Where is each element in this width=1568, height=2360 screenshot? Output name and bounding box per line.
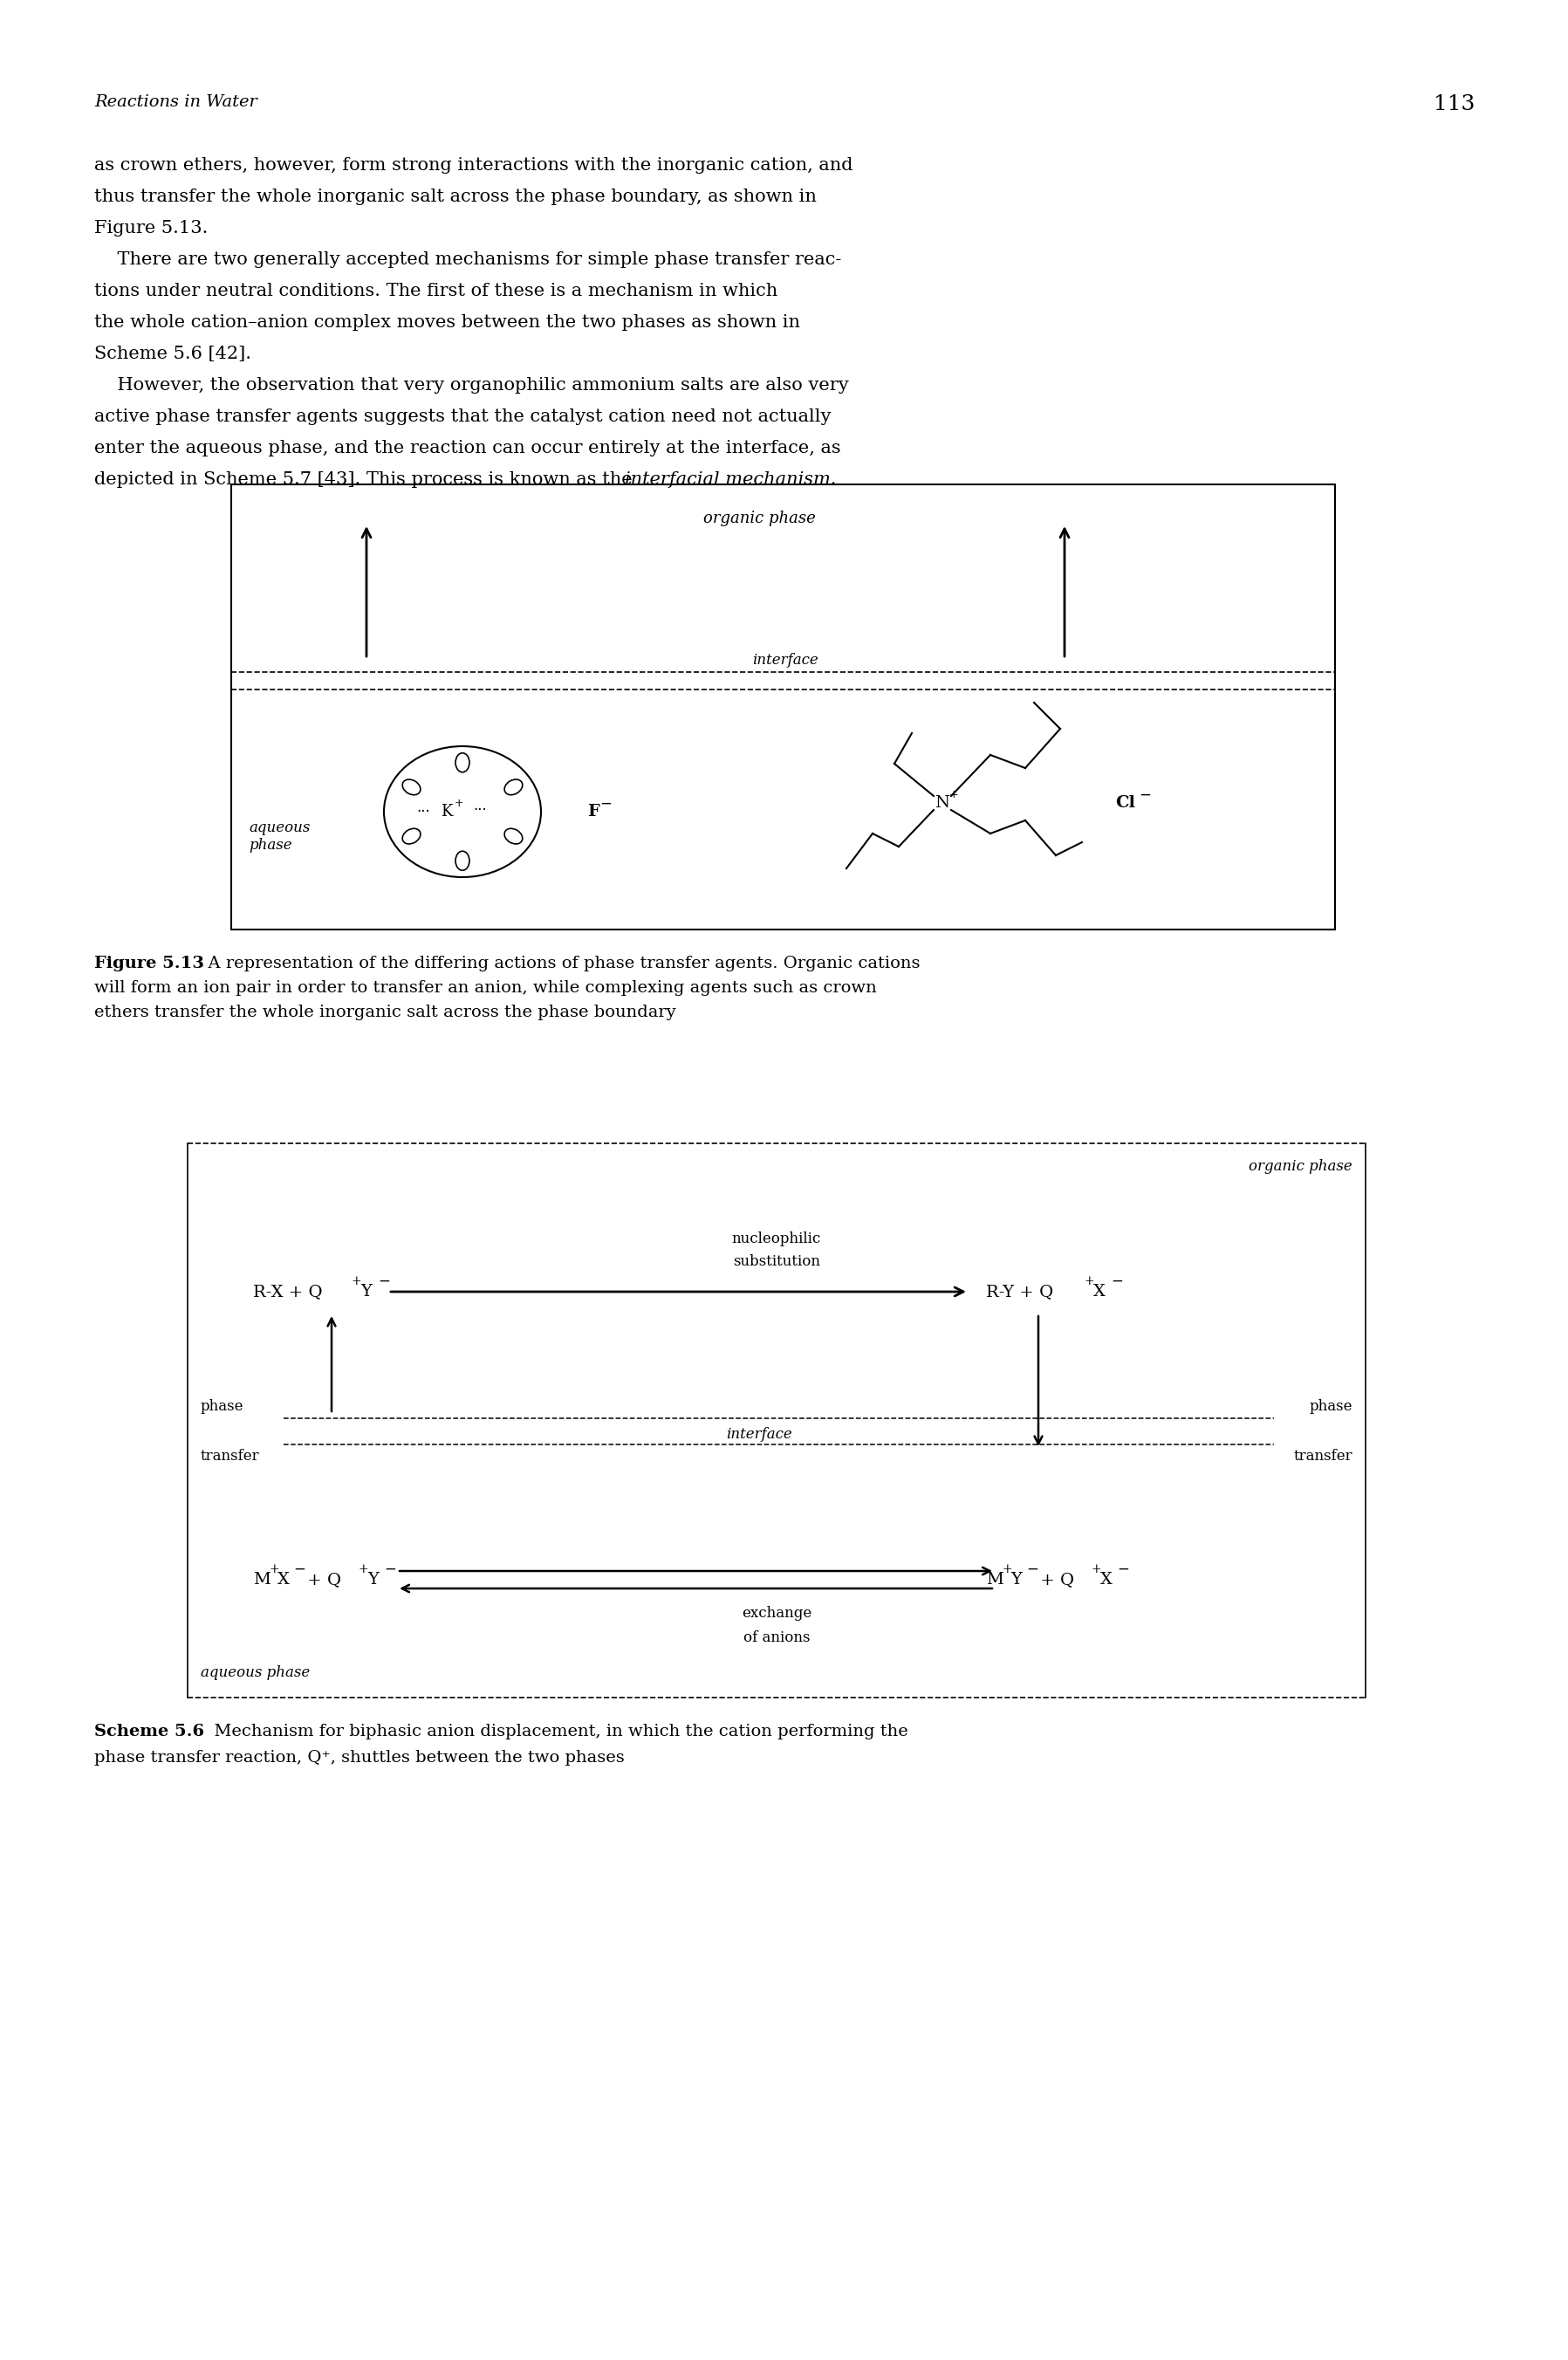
Text: −: − xyxy=(1138,788,1151,802)
Text: R-X + Q: R-X + Q xyxy=(252,1284,323,1300)
Text: interface: interface xyxy=(753,654,818,668)
Text: +: + xyxy=(455,798,464,809)
Text: +: + xyxy=(358,1562,368,1576)
Text: phase transfer reaction, Q⁺, shuttles between the two phases: phase transfer reaction, Q⁺, shuttles be… xyxy=(94,1749,624,1765)
Text: of anions: of anions xyxy=(743,1631,811,1645)
Text: There are two generally accepted mechanisms for simple phase transfer reac-: There are two generally accepted mechani… xyxy=(94,253,842,269)
Text: Scheme 5.6 [42].: Scheme 5.6 [42]. xyxy=(94,345,251,361)
Text: Figure 5.13.: Figure 5.13. xyxy=(94,219,209,236)
Text: Mechanism for biphasic anion displacement, in which the cation performing the: Mechanism for biphasic anion displacemen… xyxy=(204,1723,908,1739)
Text: −: − xyxy=(1110,1274,1123,1289)
Text: However, the observation that very organophilic ammonium salts are also very: However, the observation that very organ… xyxy=(94,378,848,394)
Text: exchange: exchange xyxy=(742,1605,812,1621)
Text: active phase transfer agents suggests that the catalyst cation need not actually: active phase transfer agents suggests th… xyxy=(94,408,831,425)
Text: +: + xyxy=(949,788,958,800)
Text: −: − xyxy=(378,1274,390,1289)
Text: phase: phase xyxy=(201,1399,245,1414)
Text: will form an ion pair in order to transfer an anion, while complexing agents suc: will form an ion pair in order to transf… xyxy=(94,979,877,996)
Text: + Q: + Q xyxy=(303,1572,342,1588)
Text: 113: 113 xyxy=(1433,94,1474,113)
Text: Cl: Cl xyxy=(1115,795,1135,812)
Text: ···: ··· xyxy=(474,802,486,819)
Text: Y: Y xyxy=(1010,1572,1022,1588)
Text: Y: Y xyxy=(361,1284,372,1300)
Text: F: F xyxy=(588,805,599,819)
Text: interfacial mechanism.: interfacial mechanism. xyxy=(624,472,836,489)
Text: +: + xyxy=(1091,1562,1101,1576)
Bar xyxy=(230,484,1334,930)
Text: X: X xyxy=(1093,1284,1105,1300)
Text: tions under neutral conditions. The first of these is a mechanism in which: tions under neutral conditions. The firs… xyxy=(94,283,778,300)
Text: −: − xyxy=(1116,1562,1129,1576)
Text: ···: ··· xyxy=(417,805,430,819)
Text: +: + xyxy=(1083,1274,1094,1286)
Text: +: + xyxy=(268,1562,279,1576)
Text: phase: phase xyxy=(1309,1399,1353,1414)
Text: transfer: transfer xyxy=(201,1449,260,1463)
Text: enter the aqueous phase, and the reaction can occur entirely at the interface, a: enter the aqueous phase, and the reactio… xyxy=(94,439,840,455)
Text: K: K xyxy=(441,805,453,819)
Text: −: − xyxy=(384,1562,397,1576)
Text: X: X xyxy=(278,1572,290,1588)
Text: interface: interface xyxy=(726,1425,792,1442)
Text: −: − xyxy=(293,1562,306,1576)
Text: nucleophilic: nucleophilic xyxy=(732,1232,822,1246)
Text: M: M xyxy=(986,1572,1004,1588)
Text: ethers transfer the whole inorganic salt across the phase boundary: ethers transfer the whole inorganic salt… xyxy=(94,1005,676,1020)
Text: as crown ethers, however, form strong interactions with the inorganic cation, an: as crown ethers, however, form strong in… xyxy=(94,158,853,175)
Text: −: − xyxy=(1025,1562,1038,1576)
Text: transfer: transfer xyxy=(1294,1449,1353,1463)
Text: R-Y + Q: R-Y + Q xyxy=(986,1284,1054,1300)
Text: aqueous
phase: aqueous phase xyxy=(249,821,310,852)
Text: X: X xyxy=(1101,1572,1112,1588)
Text: substitution: substitution xyxy=(732,1253,820,1270)
Text: organic phase: organic phase xyxy=(702,510,815,526)
Text: Reactions in Water: Reactions in Water xyxy=(94,94,257,111)
Text: +: + xyxy=(351,1274,361,1286)
Text: aqueous phase: aqueous phase xyxy=(201,1666,310,1680)
Text: Y: Y xyxy=(367,1572,378,1588)
Text: A representation of the differing actions of phase transfer agents. Organic cati: A representation of the differing action… xyxy=(198,956,920,972)
Text: N: N xyxy=(935,795,950,812)
Text: the whole cation–anion complex moves between the two phases as shown in: the whole cation–anion complex moves bet… xyxy=(94,314,800,330)
Text: depicted in Scheme 5.7 [43]. This process is known as the: depicted in Scheme 5.7 [43]. This proces… xyxy=(94,472,638,489)
Text: + Q: + Q xyxy=(1035,1572,1074,1588)
Text: −: − xyxy=(599,795,612,812)
Text: organic phase: organic phase xyxy=(1248,1159,1353,1173)
Text: M: M xyxy=(252,1572,270,1588)
Text: Figure 5.13: Figure 5.13 xyxy=(94,956,204,972)
Text: Scheme 5.6: Scheme 5.6 xyxy=(94,1723,204,1739)
Text: +: + xyxy=(1002,1562,1011,1576)
Text: thus transfer the whole inorganic salt across the phase boundary, as shown in: thus transfer the whole inorganic salt a… xyxy=(94,189,817,205)
